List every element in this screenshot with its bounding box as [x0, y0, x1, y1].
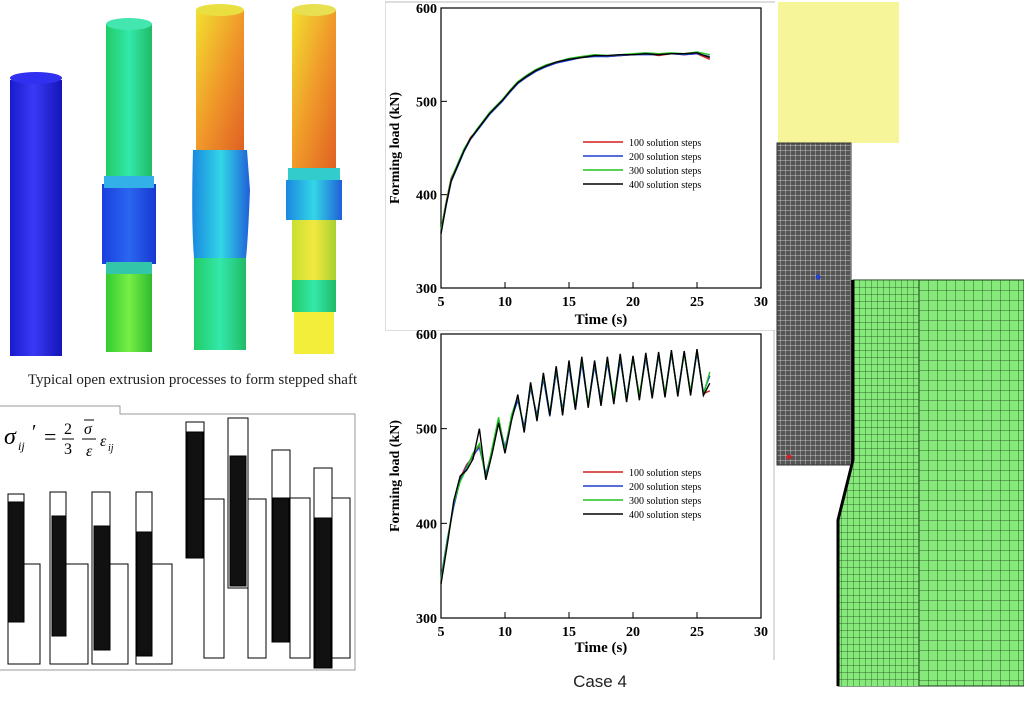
red-marker [786, 454, 792, 460]
formula-equals: = [44, 424, 56, 449]
chart1-xtick-label: 15 [562, 295, 576, 310]
shaft-initial [10, 72, 62, 356]
die-group-right [185, 417, 351, 669]
chart1-xtick-label: 30 [754, 295, 768, 310]
chart1-legend-label-4: 400 solution steps [629, 180, 701, 191]
green-mesh-workpiece [836, 279, 1024, 687]
chart2-xtick-label: 5 [438, 625, 445, 640]
chart2-ytick-label: 600 [416, 330, 437, 343]
formula: σ ij ′ = 2 3 σ ε ε ij [4, 419, 114, 460]
chart2-legend: 100 solution steps 200 solution steps 300 … [583, 468, 701, 521]
svg-text:ij: ij [108, 443, 114, 454]
formula-sigma: σ [4, 424, 17, 450]
svg-text:σ: σ [84, 421, 93, 438]
shaft-stage-4 [286, 4, 342, 354]
blue-marker [815, 274, 821, 280]
formula-prime: ′ [32, 421, 36, 443]
chart1-legend-label-3: 300 solution steps [629, 166, 701, 177]
grey-mesh-billet [776, 142, 852, 466]
chart1-series-4-line [440, 52, 711, 235]
chart2-xtick-label: 15 [562, 625, 576, 640]
chart2-ylabel: Forming load (kN) [388, 420, 403, 532]
chart2-ytick-label: 400 [416, 517, 437, 532]
chart1-xlabel: Time (s) [575, 312, 628, 328]
die-group-left [7, 491, 173, 665]
chart1-legend: 100 solution steps 200 solution steps 300 … [583, 138, 701, 191]
fe-mesh-panel [776, 2, 1024, 687]
chart1-ticks: 5 10 15 20 25 30 300 400 500 600 [416, 2, 768, 310]
chart1-legend-label-1: 100 solution steps [629, 138, 701, 149]
shaft-renderings [10, 4, 342, 356]
shaft-stage-3 [192, 4, 250, 350]
chart2-plot-area [440, 349, 711, 585]
chart1-plot-area [440, 51, 711, 235]
chart2-legend-label-2: 200 solution steps [629, 482, 701, 493]
chart2-xtick-label: 10 [498, 625, 512, 640]
formula-denominator: 3 [64, 441, 72, 458]
chart2-legend-label-1: 100 solution steps [629, 468, 701, 479]
forming-load-chart-top: 5 10 15 20 25 30 300 400 500 600 Time (s) Forming… [385, 1, 775, 330]
chart1-ytick-label: 500 [416, 95, 437, 110]
chart1-ytick-label: 600 [416, 2, 437, 17]
chart2-xtick-label: 30 [754, 625, 768, 640]
chart2-ytick-label: 300 [416, 612, 437, 627]
pale-yellow-block [778, 2, 899, 143]
forming-load-chart-bottom: 5 10 15 20 25 30 300 400 500 600 Time (s) Forming… [385, 330, 775, 660]
chart2-legend-label-4: 400 solution steps [629, 510, 701, 521]
chart1-ytick-label: 400 [416, 189, 437, 204]
chart1-ytick-label: 300 [416, 282, 437, 297]
chart2-legend-label-3: 300 solution steps [629, 496, 701, 507]
chart2-ytick-label: 500 [416, 423, 437, 438]
formula-numerator: 2 [64, 421, 72, 438]
shaft-stage-2 [102, 18, 156, 352]
chart1-xtick-label: 5 [438, 295, 445, 310]
chart1-xtick-label: 20 [626, 295, 640, 310]
chart1-xtick-label: 10 [498, 295, 512, 310]
chart1-xtick-label: 25 [690, 295, 704, 310]
shaft-caption: Typical open extrusion processes to form… [27, 372, 358, 388]
case-label: Case 4 [573, 672, 627, 691]
chart2-xtick-label: 20 [626, 625, 640, 640]
svg-text:ε: ε [100, 433, 107, 450]
formula-subscript: ij [18, 439, 25, 453]
chart1-legend-label-2: 200 solution steps [629, 152, 701, 163]
extrusion-die-diagram: σ ij ′ = 2 3 σ ε ε ij [0, 405, 356, 671]
chart2-xtick-label: 25 [690, 625, 704, 640]
svg-text:ε: ε [86, 443, 93, 460]
chart2-series-4-line [440, 349, 711, 585]
chart2-ticks: 5 10 15 20 25 30 300 400 500 600 [416, 330, 768, 640]
chart2-xlabel: Time (s) [575, 640, 628, 656]
chart1-ylabel: Forming load (kN) [388, 92, 403, 204]
